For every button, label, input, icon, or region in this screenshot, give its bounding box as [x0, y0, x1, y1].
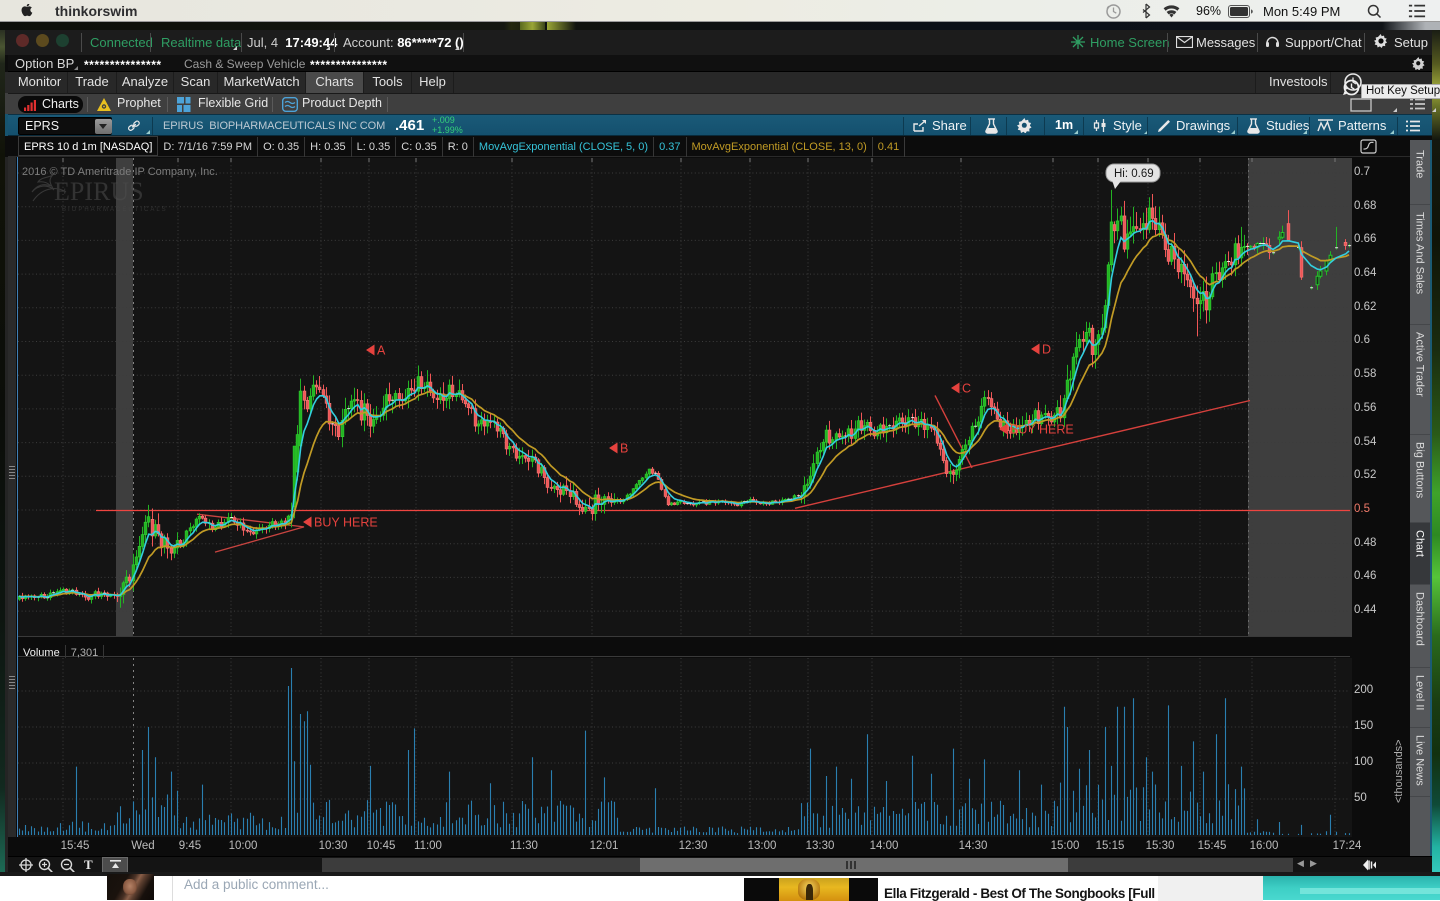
- svg-text:EPIRUS: EPIRUS: [54, 177, 144, 206]
- svg-text:B: B: [620, 442, 628, 456]
- svg-text:BIOPHARMACEUTICALS: BIOPHARMACEUTICALS: [62, 207, 168, 213]
- svg-text:D: D: [1042, 343, 1051, 357]
- svg-text:A: A: [377, 344, 386, 358]
- svg-text:C: C: [962, 382, 971, 396]
- svg-text:Hi: 0.69: Hi: 0.69: [1114, 168, 1154, 180]
- svg-text:BUY HERE: BUY HERE: [1010, 423, 1074, 437]
- svg-text:<thousands>: <thousands>: [1393, 739, 1405, 803]
- svg-text:BUY HERE: BUY HERE: [314, 516, 378, 530]
- svg-text:2016 © TD Ameritrade IP Compan: 2016 © TD Ameritrade IP Company, Inc.: [22, 166, 218, 178]
